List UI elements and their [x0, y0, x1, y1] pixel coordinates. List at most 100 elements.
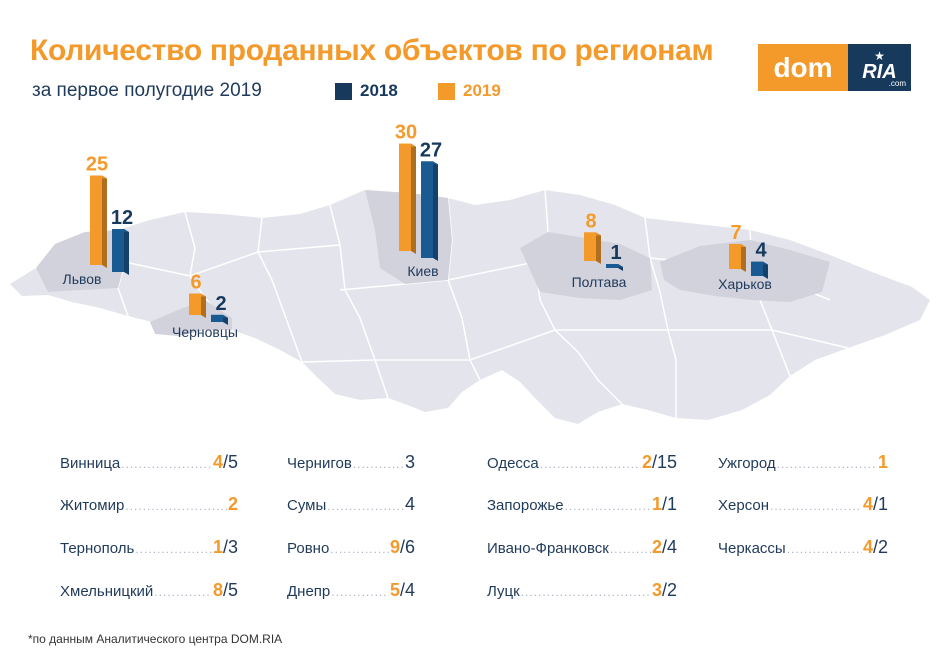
table-value-separator: / — [222, 537, 228, 557]
table-value-separator: / — [222, 580, 228, 600]
bar-2019-4-front — [729, 243, 741, 269]
bar-2019-0-front — [90, 175, 102, 265]
table-value-2019: 4 — [862, 537, 873, 557]
value-label-2019-2: 30 — [395, 122, 417, 144]
logo-ria-block: ★ RIA .com — [848, 44, 911, 91]
table-value-2019: 5 — [389, 580, 400, 600]
table-dot-leader: ........................................… — [135, 542, 212, 556]
bar-2018-2 — [421, 161, 438, 261]
border-line — [257, 217, 303, 363]
bar-2018-1 — [211, 314, 228, 325]
table-value-separator: / — [872, 494, 878, 514]
bar-2019-3 — [584, 232, 601, 264]
table-value-2019: 1 — [212, 537, 223, 557]
table-value-2018: 3 — [227, 537, 238, 557]
border-line — [644, 217, 677, 418]
table-region-name: Ужгород — [718, 455, 776, 472]
bar-2019-0-side — [102, 175, 107, 268]
table-region-name: Винница — [60, 455, 121, 472]
table-value-2018: 6 — [404, 537, 415, 557]
table-region-name: Тернополь — [60, 540, 135, 557]
table-row: Днепр...................................… — [287, 580, 415, 601]
bar-2019-3-side — [596, 232, 601, 264]
table-region-name: Хмельницкий — [60, 583, 154, 600]
table-dot-leader: ........................................… — [352, 457, 404, 471]
table-value-2018: 2 — [877, 537, 888, 557]
chart-title: Количество проданных объектов по региона… — [30, 34, 714, 67]
legend-label-2019: 2019 — [463, 81, 501, 100]
value-label-2018-0: 12 — [111, 207, 133, 229]
bar-2019-4 — [729, 243, 746, 272]
table-value-2019: 3 — [651, 580, 662, 600]
bar-2019-1-front — [189, 293, 201, 315]
legend-label-2018: 2018 — [360, 81, 398, 100]
bar-group-3: 81 — [584, 210, 623, 271]
bar-2018-0-side — [124, 229, 129, 275]
bar-group-4: 74 — [729, 222, 768, 279]
table-dot-leader: ........................................… — [330, 542, 389, 556]
table-dot-leader: ........................................… — [564, 499, 651, 513]
table-row: Ужгород.................................… — [718, 452, 888, 473]
table-value-separator: / — [661, 494, 667, 514]
value-label-2018-1: 2 — [215, 293, 226, 315]
dom-ria-logo[interactable]: dom ★ RIA .com — [758, 44, 911, 91]
bar-2018-4 — [751, 261, 768, 279]
table-row: Чернигов................................… — [287, 452, 415, 473]
bar-2018-0 — [112, 229, 129, 275]
region-label-kyiv: Киев — [407, 263, 438, 279]
value-label-2018-3: 1 — [610, 242, 621, 264]
table-value-2019: 4 — [862, 494, 873, 514]
bar-2018-3-front — [606, 264, 618, 268]
table-value-2019: 2 — [641, 452, 652, 472]
table-row: Тернополь...............................… — [60, 537, 238, 558]
border-line — [447, 197, 481, 381]
bar-2019-0 — [90, 175, 107, 268]
bar-group-1: 62 — [189, 272, 228, 325]
table-value-separator: / — [222, 452, 228, 472]
legend-item-2018: 2018 — [335, 81, 398, 101]
table-value-2018: 4 — [666, 537, 677, 557]
table-region-name: Сумы — [287, 497, 327, 514]
table-value-2018: 15 — [656, 452, 677, 472]
legend-swatch-2018 — [335, 82, 352, 100]
table-value-separator: / — [661, 537, 667, 557]
table-row: Одесса..................................… — [487, 452, 677, 473]
table-region-name: Запорожье — [487, 497, 564, 514]
bar-2019-2-front — [399, 143, 411, 251]
region-label-kharkiv: Харьков — [718, 276, 772, 292]
region-poltava — [520, 232, 652, 300]
region-labels: Львов Черновцы Киев Полтава Харьков — [63, 263, 772, 340]
table-value-2019: 2 — [651, 537, 662, 557]
table-row: Ивано-Франковск.........................… — [487, 537, 677, 558]
table-value-2018: 4 — [404, 494, 415, 514]
table-region-name: Житомир — [60, 497, 125, 514]
value-label-2019-0: 25 — [86, 154, 108, 176]
table-value-separator: / — [399, 537, 405, 557]
region-label-chernivtsi: Черновцы — [172, 324, 238, 340]
bar-2019-2 — [399, 143, 416, 254]
table-dot-leader: ........................................… — [327, 499, 404, 513]
value-label-2018-2: 27 — [420, 139, 442, 161]
bar-2018-2-front — [421, 161, 433, 258]
table-dot-leader: ........................................… — [786, 542, 862, 556]
table-value-2018: 4 — [404, 580, 415, 600]
table-value-2018: 5 — [227, 452, 238, 472]
table-value-2019: 4 — [212, 452, 223, 472]
bar-2018-1-front — [211, 314, 223, 322]
table-value-2019: 1 — [651, 494, 662, 514]
table-row: Запорожье...............................… — [487, 494, 677, 515]
table-value-2019: 8 — [212, 580, 223, 600]
bar-2019-2-side — [411, 143, 416, 254]
region-chernivtsi — [150, 300, 232, 336]
table-value-2018: 1 — [666, 494, 677, 514]
table-region-name: Чернигов — [287, 455, 352, 472]
table-value-2019: 1 — [877, 452, 888, 472]
logo-com-text: .com — [888, 79, 906, 88]
table-region-name: Луцк — [487, 583, 520, 600]
table-value-separator: / — [872, 537, 878, 557]
table-value-separator: / — [651, 452, 657, 472]
table-region-name: Херсон — [718, 497, 769, 514]
bar-2018-2-side — [433, 161, 438, 261]
